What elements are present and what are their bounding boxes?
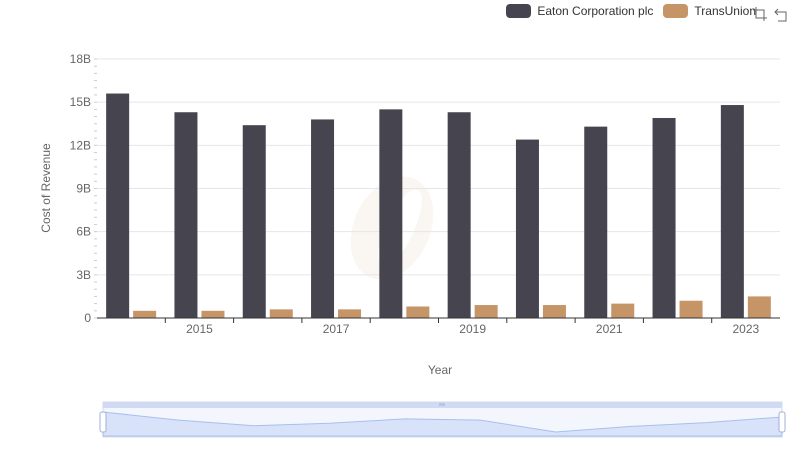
bar-transunion-2018[interactable] [406,306,430,318]
bar-transunion-2014[interactable] [133,310,157,318]
bar-eaton-corporation-plc-2021[interactable] [584,126,608,318]
datazoom-slider[interactable] [99,401,786,438]
y-tick-label: 6B [76,225,91,239]
zoom-icon[interactable] [752,6,768,22]
bar-transunion-2015[interactable] [201,310,225,318]
grid-lines [97,58,780,276]
bar-eaton-corporation-plc-2015[interactable] [174,112,198,318]
y-tick-label: 0 [84,311,91,325]
bar-transunion-2016[interactable] [269,309,293,318]
legend-item-eaton[interactable]: Eaton Corporation plc [506,4,653,18]
y-tick-label: 12B [70,138,91,152]
bar-eaton-corporation-plc-2017[interactable] [311,119,335,318]
bar-eaton-corporation-plc-2018[interactable] [379,109,403,318]
legend-item-transunion[interactable]: TransUnion [663,4,756,18]
y-tick-label: 15B [70,95,91,109]
slider-drag-icon[interactable] [439,403,445,406]
bar-eaton-corporation-plc-2020[interactable] [515,139,539,318]
bar-transunion-2021[interactable] [611,303,635,318]
slider-handle-left[interactable] [99,411,107,433]
x-tick-label: 2023 [732,322,759,336]
bar-transunion-2023[interactable] [747,296,771,318]
bar-eaton-corporation-plc-2019[interactable] [447,112,471,318]
x-axis-title: Year [427,363,453,377]
x-tick-label: 2021 [596,322,623,336]
slider-handle-right[interactable] [778,411,786,433]
y-tick-label: 18B [70,52,91,66]
x-tick-label: 2015 [186,322,213,336]
bar-eaton-corporation-plc-2016[interactable] [242,125,266,318]
x-axis: 2015 2017 2019 2021 2023 [97,317,780,336]
legend: Eaton Corporation plc TransUnion [506,4,756,18]
legend-label: Eaton Corporation plc [537,4,654,18]
y-tick-label: 3B [76,268,91,282]
bar-eaton-corporation-plc-2014[interactable] [106,93,130,319]
y-axis: 0 3B 6B 9B 12B 15B 18B [70,52,97,325]
bar-transunion-2017[interactable] [338,309,362,318]
bar-transunion-2019[interactable] [474,305,498,318]
restore-icon[interactable] [774,6,790,22]
bar-eaton-corporation-plc-2022[interactable] [652,117,676,318]
legend-swatch [663,4,689,18]
y-axis-title: Cost of Revenue [39,143,53,233]
bars [106,93,771,319]
x-tick-label: 2019 [459,322,486,336]
bar-eaton-corporation-plc-2023[interactable] [720,105,744,319]
y-tick-label: 9B [76,182,91,196]
legend-label: TransUnion [694,4,756,18]
bar-transunion-2022[interactable] [679,300,703,318]
bar-transunion-2020[interactable] [542,305,566,318]
legend-swatch [506,4,532,18]
x-tick-label: 2017 [323,322,350,336]
toolbox [752,6,790,22]
